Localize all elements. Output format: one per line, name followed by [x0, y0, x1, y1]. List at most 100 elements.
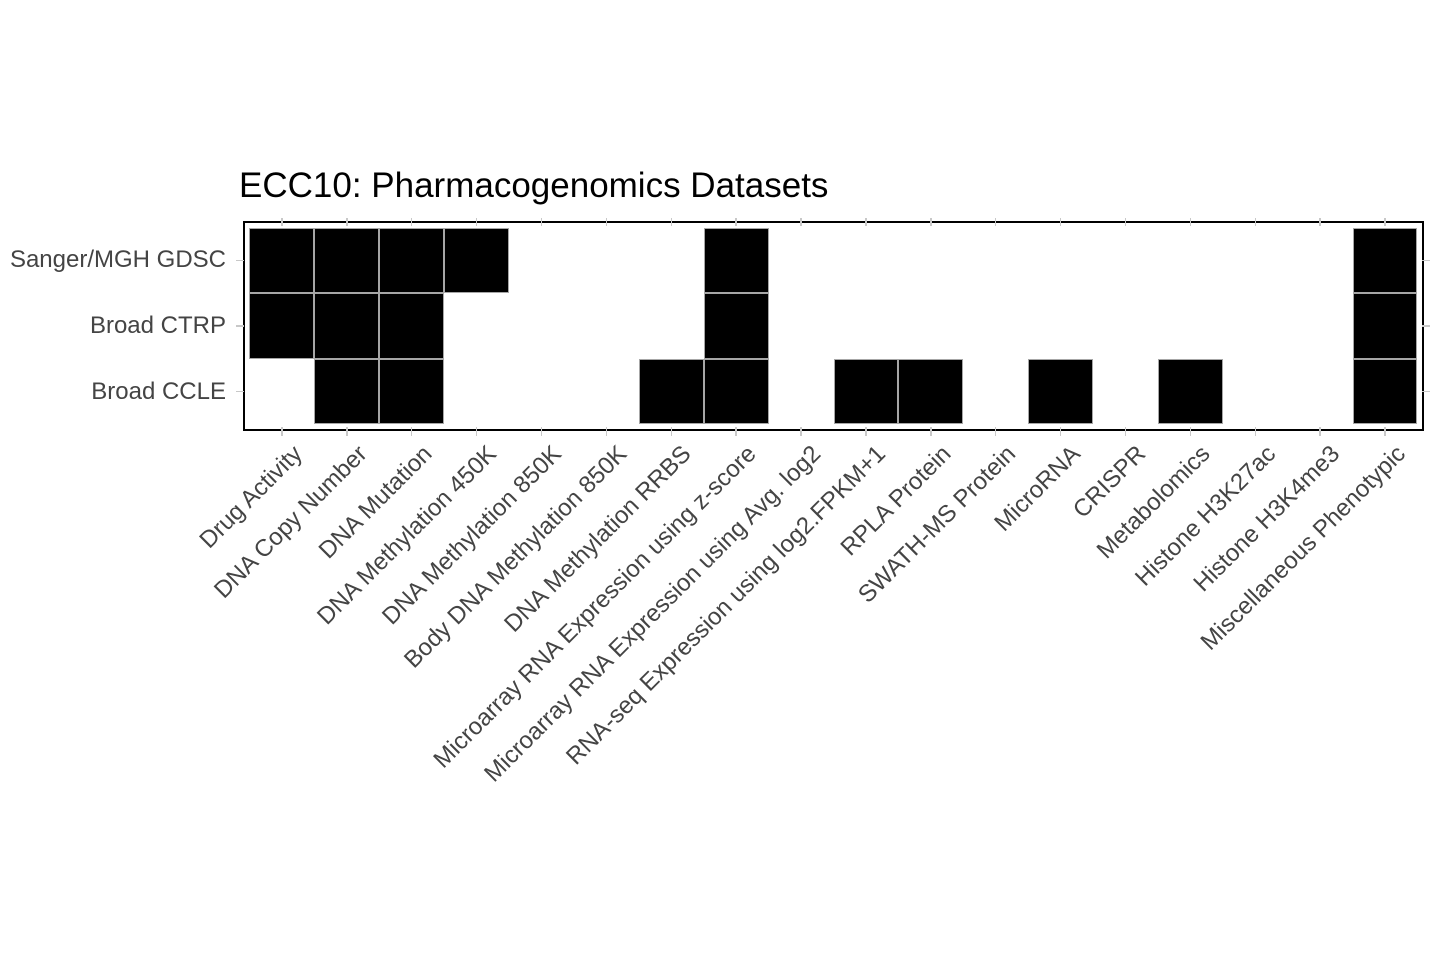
axis-tick	[1422, 325, 1430, 327]
axis-tick	[1059, 218, 1062, 226]
heatmap-cell-empty	[509, 293, 574, 359]
chart-title: ECC10: Pharmacogenomics Datasets	[239, 166, 829, 205]
axis-tick	[346, 218, 348, 226]
axis-tick	[930, 218, 932, 226]
heatmap-cell-filled	[1157, 358, 1223, 425]
axis-tick	[236, 259, 244, 262]
heatmap-cell-empty	[834, 293, 899, 359]
heatmap-cell-empty	[769, 359, 834, 425]
heatmap-cell-filled	[314, 227, 380, 294]
heatmap-cell-empty	[1093, 359, 1158, 425]
axis-tick	[670, 218, 673, 226]
heatmap-cell-filled	[898, 358, 964, 425]
heatmap-cell-empty	[898, 293, 963, 359]
heatmap-cell-empty	[769, 228, 834, 294]
axis-tick	[1189, 427, 1192, 436]
heatmap-cell-empty	[1223, 359, 1288, 425]
y-axis-label: Broad CTRP	[89, 312, 226, 339]
heatmap-cell-filled	[379, 358, 445, 425]
axis-tick	[1422, 259, 1430, 262]
heatmap-cell-filled	[314, 358, 380, 425]
axis-tick	[1422, 390, 1430, 393]
axis-tick	[994, 218, 997, 226]
axis-tick	[605, 218, 608, 226]
axis-tick	[236, 325, 244, 327]
heatmap-cell-empty	[1288, 293, 1353, 359]
axis-tick	[540, 427, 543, 436]
axis-tick	[475, 427, 478, 436]
axis-tick	[865, 427, 867, 436]
heatmap-cell-empty	[1093, 293, 1158, 359]
axis-tick	[1384, 218, 1386, 226]
y-axis-label: Sanger/MGH GDSC	[9, 246, 226, 274]
heatmap-cell-empty	[963, 228, 1028, 294]
heatmap-cell-empty	[963, 293, 1028, 359]
axis-tick	[281, 218, 283, 226]
heatmap-cell-empty	[639, 228, 704, 294]
heatmap-cell-empty	[444, 359, 509, 425]
heatmap-cell-empty	[574, 359, 639, 425]
axis-tick	[475, 218, 478, 226]
axis-tick	[865, 218, 867, 226]
heatmap-cell-empty	[834, 228, 899, 294]
heatmap-cell-empty	[1158, 293, 1223, 359]
heatmap-cell-filled	[1352, 358, 1418, 425]
heatmap-cell-empty	[963, 359, 1028, 425]
heatmap-cell-empty	[1028, 293, 1093, 359]
heatmap-cell-empty	[249, 359, 314, 425]
heatmap-cell-empty	[639, 293, 704, 359]
y-axis-label: Broad CCLE	[91, 377, 226, 405]
heatmap-cell-empty	[574, 293, 639, 359]
heatmap-cell-filled	[703, 358, 769, 425]
heatmap-cell-empty	[1223, 228, 1288, 294]
heatmap-cell-filled	[703, 227, 769, 294]
axis-tick	[735, 218, 737, 226]
heatmap-cell-empty	[1288, 359, 1353, 425]
axis-tick	[1124, 218, 1127, 226]
heatmap-cell-filled	[379, 227, 445, 294]
heatmap-cell-filled	[833, 358, 899, 425]
heatmap-cell-empty	[509, 228, 574, 294]
axis-tick	[410, 218, 413, 226]
heatmap-cell-empty	[898, 228, 963, 294]
axis-tick	[670, 427, 673, 436]
heatmap-cell-filled	[249, 293, 315, 359]
heatmap-cell-filled	[444, 227, 510, 294]
axis-tick	[800, 218, 802, 226]
heatmap-cell-filled	[638, 358, 704, 425]
axis-tick	[994, 427, 997, 436]
axis-tick	[1384, 427, 1386, 436]
heatmap-cell-filled	[1028, 358, 1094, 425]
axis-tick	[236, 390, 244, 393]
axis-tick	[605, 427, 608, 436]
axis-tick	[410, 427, 413, 436]
axis-tick	[930, 427, 932, 436]
heatmap-cell-empty	[1223, 293, 1288, 359]
heatmap-cell-empty	[444, 293, 509, 359]
axis-tick	[281, 427, 283, 436]
heatmap-cell-empty	[1288, 228, 1353, 294]
heatmap-cell-filled	[314, 293, 380, 359]
axis-tick	[540, 218, 543, 226]
axis-tick	[1319, 427, 1321, 436]
axis-tick	[735, 427, 737, 436]
heatmap-cell-empty	[1093, 228, 1158, 294]
axis-tick	[1254, 427, 1257, 436]
heatmap-cell-empty	[574, 228, 639, 294]
heatmap-cell-filled	[379, 293, 445, 359]
heatmap-cell-empty	[1158, 228, 1223, 294]
axis-tick	[1319, 218, 1321, 226]
heatmap-cell-filled	[1352, 293, 1418, 359]
heatmap-cell-filled	[703, 293, 769, 359]
heatmap-cell-filled	[249, 227, 315, 294]
heatmap-cell-empty	[509, 359, 574, 425]
heatmap-cell-empty	[1028, 228, 1093, 294]
axis-tick	[1189, 218, 1192, 226]
axis-tick	[1254, 218, 1257, 226]
axis-tick	[1124, 427, 1127, 436]
axis-tick	[1059, 427, 1062, 436]
heatmap-cell-empty	[769, 293, 834, 359]
axis-tick	[800, 427, 802, 436]
axis-tick	[346, 427, 348, 436]
